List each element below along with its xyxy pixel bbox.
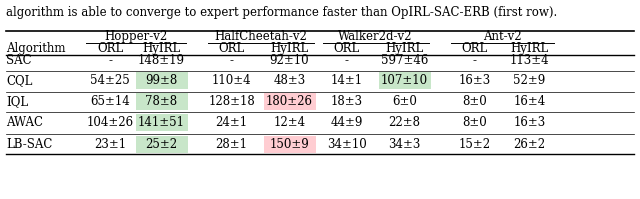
- Text: 16±3: 16±3: [513, 116, 545, 129]
- Text: 78±8: 78±8: [145, 95, 177, 108]
- Text: 113±4: 113±4: [509, 54, 549, 67]
- Text: CQL: CQL: [6, 74, 33, 87]
- Text: 44±9: 44±9: [331, 116, 363, 129]
- Text: HalfCheetah-v2: HalfCheetah-v2: [214, 30, 307, 43]
- Text: 6±0: 6±0: [392, 95, 417, 108]
- Text: ORL: ORL: [461, 42, 488, 55]
- Text: Walker2d-v2: Walker2d-v2: [339, 30, 413, 43]
- Text: Ant-v2: Ant-v2: [483, 30, 522, 43]
- Text: 12±4: 12±4: [273, 116, 305, 129]
- Text: 23±1: 23±1: [94, 138, 126, 151]
- Text: 48±3: 48±3: [273, 74, 305, 87]
- Text: 92±10: 92±10: [269, 54, 309, 67]
- Text: 110±4: 110±4: [212, 74, 252, 87]
- Text: Hopper-v2: Hopper-v2: [104, 30, 167, 43]
- Text: SAC: SAC: [6, 54, 32, 67]
- Text: 8±0: 8±0: [463, 116, 487, 129]
- Text: 54±25: 54±25: [90, 74, 130, 87]
- Text: 99±8: 99±8: [145, 74, 177, 87]
- Text: 107±10: 107±10: [381, 74, 428, 87]
- Text: ORL: ORL: [97, 42, 124, 55]
- Text: HyIRL: HyIRL: [385, 42, 424, 55]
- Text: 34±10: 34±10: [327, 138, 367, 151]
- Text: 141±51: 141±51: [138, 116, 185, 129]
- Text: 26±2: 26±2: [513, 138, 545, 151]
- Text: 14±1: 14±1: [331, 74, 363, 87]
- Text: 150±9: 150±9: [269, 138, 309, 151]
- Text: 52±9: 52±9: [513, 74, 545, 87]
- Text: -: -: [473, 54, 477, 67]
- Text: 25±2: 25±2: [145, 138, 177, 151]
- Text: HyIRL: HyIRL: [142, 42, 180, 55]
- Text: 8±0: 8±0: [463, 95, 487, 108]
- Text: 597±46: 597±46: [381, 54, 428, 67]
- Text: 15±2: 15±2: [459, 138, 491, 151]
- Text: -: -: [345, 54, 349, 67]
- Text: -: -: [230, 54, 234, 67]
- Text: Algorithm: Algorithm: [6, 42, 66, 55]
- Text: 22±8: 22±8: [388, 116, 420, 129]
- Text: ORL: ORL: [333, 42, 360, 55]
- Text: 180±26: 180±26: [266, 95, 313, 108]
- Text: HyIRL: HyIRL: [510, 42, 548, 55]
- Text: 16±4: 16±4: [513, 95, 545, 108]
- Text: ORL: ORL: [218, 42, 245, 55]
- Text: IQL: IQL: [6, 95, 29, 108]
- Text: 104±26: 104±26: [86, 116, 134, 129]
- Text: -: -: [108, 54, 112, 67]
- Text: 148±19: 148±19: [138, 54, 185, 67]
- Text: 16±3: 16±3: [459, 74, 491, 87]
- Text: HyIRL: HyIRL: [270, 42, 308, 55]
- Text: AWAC: AWAC: [6, 116, 44, 129]
- Text: 28±1: 28±1: [216, 138, 248, 151]
- Text: algorithm is able to converge to expert performance faster than OpIRL-SAC-ERB (f: algorithm is able to converge to expert …: [6, 6, 557, 19]
- Text: LB-SAC: LB-SAC: [6, 138, 52, 151]
- Text: 34±3: 34±3: [388, 138, 420, 151]
- Text: 18±3: 18±3: [331, 95, 363, 108]
- Text: 24±1: 24±1: [216, 116, 248, 129]
- Text: 128±18: 128±18: [208, 95, 255, 108]
- Text: 65±14: 65±14: [90, 95, 130, 108]
